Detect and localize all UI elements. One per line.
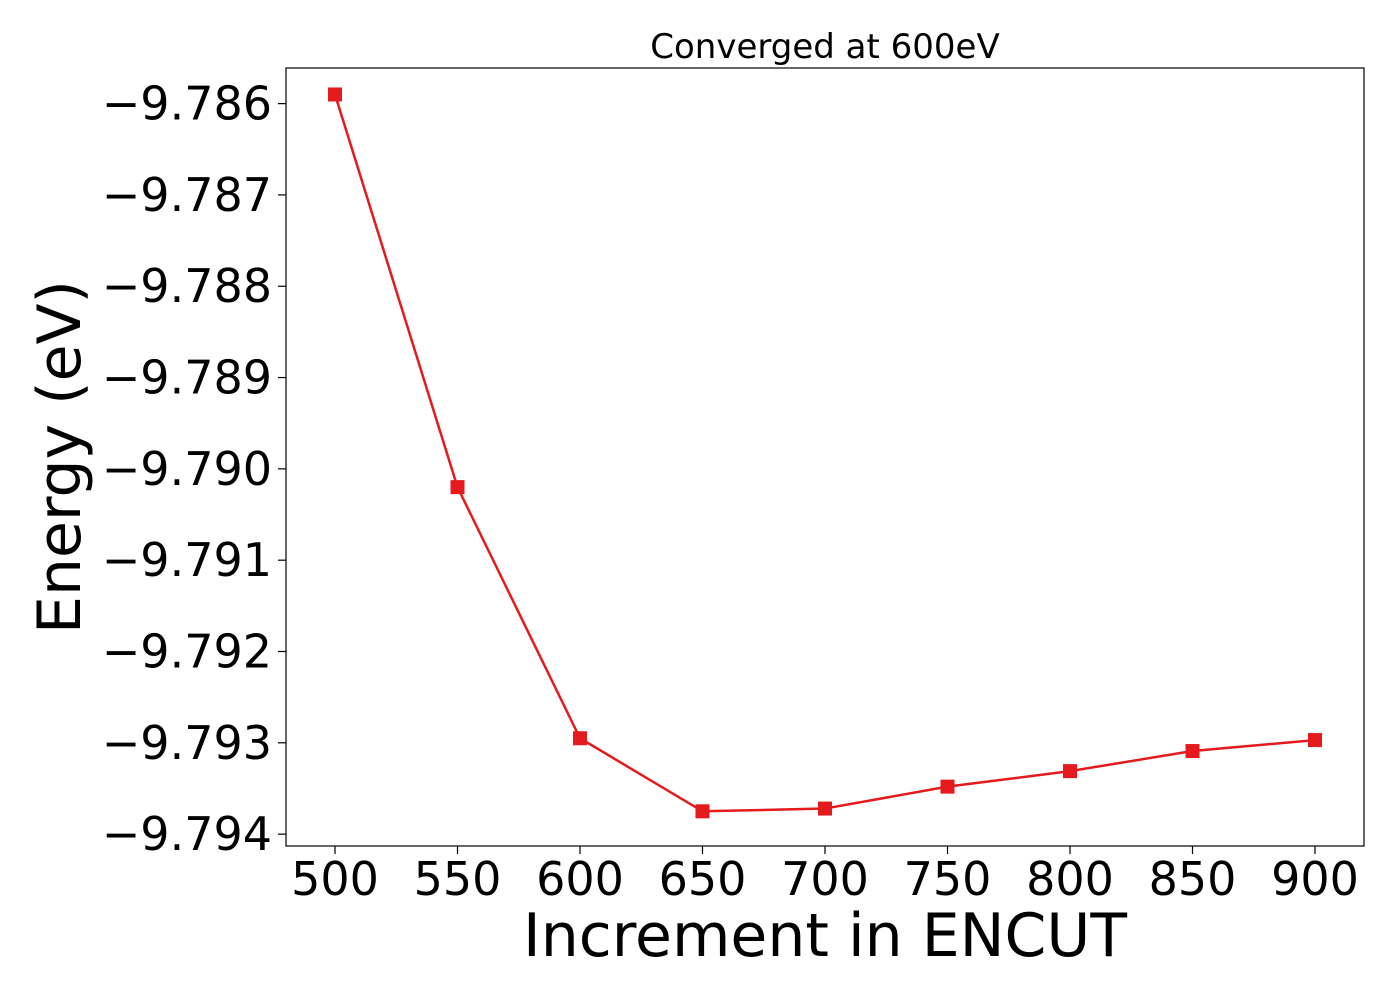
data-point-marker bbox=[573, 731, 587, 746]
y-tick-label: −9.792 bbox=[102, 625, 272, 679]
chart-title: Converged at 600eV bbox=[650, 27, 999, 67]
data-point-marker bbox=[940, 779, 955, 794]
y-tick-label: −9.790 bbox=[102, 442, 272, 496]
x-tick-label: 750 bbox=[904, 852, 992, 906]
x-tick-label: 550 bbox=[414, 852, 502, 906]
y-tick-label: −9.786 bbox=[102, 77, 272, 131]
data-point-marker bbox=[1308, 733, 1322, 748]
y-tick-label: −9.793 bbox=[102, 716, 272, 770]
x-tick-label: 600 bbox=[536, 852, 624, 906]
data-point-marker bbox=[1185, 744, 1200, 759]
plot-frame bbox=[285, 67, 1365, 847]
series-line bbox=[333, 94, 1316, 813]
x-tick-label: 900 bbox=[1271, 852, 1359, 906]
y-tick-label: −9.794 bbox=[102, 807, 272, 861]
x-axis-ticks: 500 550 600 650 700 750 800 850 900 bbox=[291, 846, 1359, 906]
y-axis-label: Energy (eV) bbox=[25, 280, 95, 634]
x-tick-label: 650 bbox=[659, 852, 747, 906]
x-tick-label: 800 bbox=[1026, 852, 1114, 906]
x-axis-label: Increment in ENCUT bbox=[523, 901, 1127, 971]
data-point-marker bbox=[695, 804, 710, 819]
y-tick-label: −9.791 bbox=[102, 533, 272, 587]
y-tick-label: −9.789 bbox=[102, 351, 272, 405]
series-layer bbox=[328, 87, 1322, 819]
y-tick-label: −9.787 bbox=[102, 168, 272, 222]
data-point-marker bbox=[1063, 764, 1077, 779]
y-tick-label: −9.788 bbox=[102, 259, 272, 313]
data-point-marker bbox=[328, 87, 342, 102]
y-axis-ticks: −9.786 −9.787 −9.788 −9.789 −9.790 −9.791 −9.7… bbox=[102, 77, 286, 861]
data-point-marker bbox=[818, 801, 832, 816]
x-tick-label: 700 bbox=[781, 852, 869, 906]
x-tick-label: 500 bbox=[291, 852, 379, 906]
x-tick-label: 850 bbox=[1149, 852, 1237, 906]
data-point-marker bbox=[450, 480, 465, 495]
